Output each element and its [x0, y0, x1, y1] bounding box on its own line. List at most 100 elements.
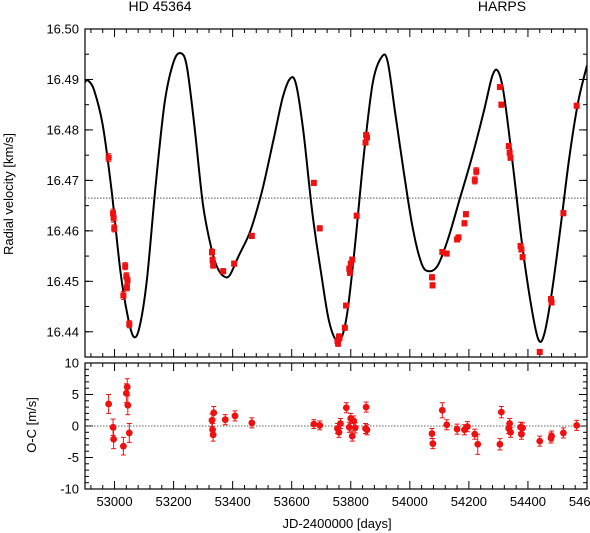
oc-data-point: [337, 420, 344, 427]
rv-data-point: [519, 254, 526, 261]
rv-data-point: [111, 225, 118, 232]
residuals-panel: -10 -5 0 5 10 53000 53200 53400 53600 53800 54000 5…: [60, 356, 590, 510]
title-right: HARPS: [478, 0, 526, 14]
oc-data-point: [363, 426, 371, 434]
rv-data-point: [364, 134, 371, 141]
rv-data-point: [455, 234, 462, 241]
oc-data-point: [335, 428, 343, 436]
rv-data-point: [507, 154, 514, 161]
rv-data-point: [208, 249, 215, 256]
rv-data-point: [517, 242, 524, 249]
rv-data-point: [341, 324, 348, 331]
oc-data-point: [362, 403, 370, 411]
oc-data-point: [518, 430, 525, 438]
oc-x-tick-label: 53400: [215, 494, 251, 509]
oc-data-point: [119, 442, 127, 450]
x-axis-label: JD-2400000 [days]: [282, 516, 391, 531]
oc-y-tick-label: -10: [60, 482, 79, 497]
oc-data-point: [573, 421, 581, 429]
rv-data-point: [471, 177, 478, 184]
rv-data-point: [110, 215, 117, 222]
rv-data-point: [462, 211, 469, 218]
rv-data-point: [439, 249, 446, 256]
top-y-axis-label: Radial velocity [km/s]: [1, 133, 16, 255]
oc-data-point: [438, 406, 446, 414]
rv-frame: [84, 28, 588, 358]
rv-data-point: [310, 179, 317, 186]
rv-data-point: [248, 232, 255, 239]
rv-data-point: [547, 295, 554, 302]
rv-data-point: [573, 102, 580, 109]
oc-data-point: [342, 404, 350, 412]
rv-data-point: [126, 321, 133, 328]
oc-x-tick-label: 54600: [569, 494, 590, 509]
oc-y-tick-label: 10: [65, 356, 79, 371]
oc-data-point: [464, 423, 471, 431]
rv-data-point: [220, 268, 227, 275]
oc-data-point: [125, 429, 133, 437]
oc-data-point: [506, 420, 514, 427]
oc-x-tick-label: 53600: [274, 494, 310, 509]
rv-data-point: [536, 348, 543, 355]
rv-data-point: [105, 154, 112, 161]
oc-data-point: [209, 431, 217, 439]
oc-x-tick-label: 53200: [156, 494, 192, 509]
oc-data-point: [351, 424, 359, 432]
rv-data-point: [353, 212, 360, 219]
oc-data-point: [316, 421, 324, 429]
rv-data-point: [560, 210, 567, 217]
oc-x-tick-label: 54400: [510, 494, 546, 509]
oc-data-point: [109, 423, 117, 431]
rv-data-point: [120, 292, 127, 299]
oc-data-point: [474, 440, 482, 448]
rv-y-tick-label: 16.44: [46, 324, 79, 339]
oc-data-point: [221, 416, 229, 424]
oc-data-point: [208, 416, 216, 424]
rv-data-point: [443, 250, 450, 257]
oc-data-point: [429, 440, 437, 448]
oc-data-point: [471, 430, 479, 438]
rv-data-point: [347, 260, 354, 267]
rv-data-point: [335, 340, 342, 347]
oc-data-point: [105, 400, 113, 408]
orbit-fit-curve: [85, 52, 587, 343]
rv-data-point: [231, 260, 238, 267]
rv-data-point: [498, 101, 505, 108]
rv-data-point: [209, 257, 216, 264]
rv-data-point: [461, 220, 468, 227]
oc-data-point: [536, 437, 544, 445]
oc-data-point: [210, 409, 218, 417]
oc-x-tick-label: 54000: [392, 494, 428, 509]
oc-x-tick-label: 53000: [96, 494, 132, 509]
rv-data-point: [123, 273, 130, 280]
rv-data-point: [505, 143, 512, 150]
rv-data-point: [343, 302, 350, 309]
oc-data-point: [428, 430, 436, 437]
oc-data-point: [110, 435, 118, 443]
rv-data-point: [428, 274, 435, 281]
oc-data-point: [345, 423, 353, 431]
oc-y-tick-label: 0: [72, 419, 79, 434]
oc-data-point: [443, 421, 451, 429]
oc-data-point: [507, 428, 514, 436]
rv-data-point: [122, 263, 129, 270]
rv-data-point: [123, 284, 130, 291]
rv-data-point: [473, 168, 480, 175]
rv-y-tick-label: 16.48: [46, 122, 79, 137]
rv-data-point: [210, 262, 217, 269]
oc-x-tick-label: 54200: [451, 494, 487, 509]
oc-data-point: [310, 420, 318, 428]
rv-data-point: [346, 265, 353, 272]
rv-y-tick-label: 16.45: [46, 274, 79, 289]
oc-data-point: [497, 408, 505, 416]
rv-data-point: [110, 210, 117, 217]
oc-data-point: [496, 440, 504, 448]
oc-data-point: [123, 383, 131, 391]
rv-y-tick-label: 16.49: [46, 72, 79, 87]
rv-data-point: [316, 225, 323, 232]
oc-data-point: [248, 419, 256, 427]
oc-data-point: [231, 412, 239, 420]
rv-y-tick-label: 16.47: [46, 173, 79, 188]
rv-data-point: [346, 269, 353, 276]
rv-data-point: [349, 256, 356, 263]
